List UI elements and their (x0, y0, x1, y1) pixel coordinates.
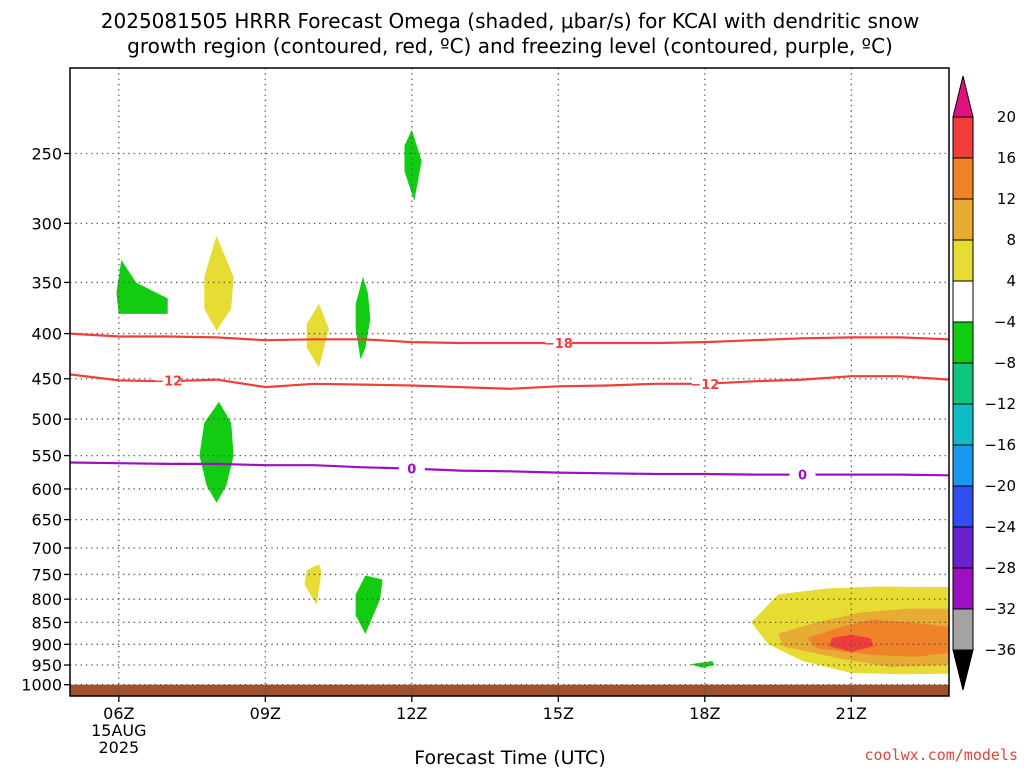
x-tick-label-21: 21Z (836, 704, 867, 723)
omega-region-1 (404, 129, 422, 201)
y-tick-label-950: 950 (31, 656, 62, 675)
colorbar-label-11: −28 (984, 559, 1016, 577)
colorbar-band-7 (952, 403, 974, 446)
colorbar-band-4 (952, 280, 974, 323)
omega-region-0 (116, 259, 168, 314)
colorbar-label-8: −16 (984, 436, 1016, 454)
x-axis-label: Forecast Time (UTC) (414, 747, 605, 768)
y-tick-label-900: 900 (31, 635, 62, 654)
colorbar-label-6: −8 (994, 354, 1016, 372)
x-tick-label-6: 06Z (103, 704, 134, 723)
contour-label-2-0: 0 (407, 463, 416, 478)
omega-shaded-regions (116, 129, 949, 675)
omega-region-7 (306, 303, 329, 368)
x-tick-label-15: 15Z (543, 704, 574, 723)
contour-line-1 (69, 373, 950, 390)
colorbar-label-12: −32 (984, 600, 1016, 618)
contour-line-0 (69, 332, 950, 345)
colorbar-band-11 (952, 567, 974, 610)
omega-region-8 (304, 564, 322, 605)
y-tick-label-250: 250 (31, 144, 62, 163)
y-tick-label-300: 300 (31, 214, 62, 233)
y-tick-label-850: 850 (31, 613, 62, 632)
x-tick-label-12: 12Z (396, 704, 427, 723)
contour-label-2-1: 0 (798, 469, 807, 484)
colorbar-bottom-arrow (952, 649, 974, 691)
contour-label-bg (398, 460, 425, 477)
y-tick-label-350: 350 (31, 273, 62, 292)
colorbar-label-4: 4 (1006, 272, 1016, 290)
colorbar-band-10 (952, 526, 974, 569)
colorbar-band-5 (952, 321, 974, 364)
colorbar-band-3 (952, 239, 974, 282)
colorbar-label-0: 20 (997, 108, 1016, 126)
credit-text: coolwx.com/models (864, 746, 1018, 764)
colorbar-band-0 (952, 116, 974, 159)
x-tick-sublabel: 2025 (98, 738, 139, 757)
contour-label-bg (154, 372, 181, 389)
colorbar-label-13: −36 (984, 641, 1016, 659)
omega-region-4 (355, 575, 383, 634)
x-tick-label-9: 09Z (250, 704, 281, 723)
colorbar-label-1: 16 (997, 149, 1016, 167)
omega-region-3 (199, 401, 234, 503)
colorbar-label-10: −24 (984, 518, 1016, 536)
x-tick-sublabel: 15AUG (91, 721, 146, 740)
omega-region-6 (204, 235, 234, 331)
y-tick-label-750: 750 (31, 565, 62, 584)
omega-region-5 (690, 661, 715, 668)
contour-line-2 (69, 461, 950, 477)
y-tick-label-400: 400 (31, 325, 62, 344)
plot-frame (69, 67, 950, 697)
colorbar-band-2 (952, 198, 974, 241)
temperature-contours: −18 −12 −12 0 0 (69, 332, 950, 484)
y-tick-label-800: 800 (31, 590, 62, 609)
colorbar-band-1 (952, 157, 974, 200)
colorbar-label-9: −20 (984, 477, 1016, 495)
omega-region-12 (829, 634, 874, 652)
y-tick-label-500: 500 (31, 410, 62, 429)
chart-title-line-1: 2025081505 HRRR Forecast Omega (shaded, … (101, 9, 919, 33)
contour-label-1-1: −12 (690, 378, 719, 393)
y-tick-label-1000: 1000 (21, 676, 62, 695)
ground-bar (70, 684, 949, 696)
contour-label-bg (691, 375, 718, 392)
y-tick-label-650: 650 (31, 511, 62, 530)
contour-label-bg (545, 335, 572, 352)
colorbar-band-8 (952, 444, 974, 487)
y-tick-label-550: 550 (31, 447, 62, 466)
contour-label-0-0: −18 (544, 337, 573, 352)
y-tick-label-450: 450 (31, 370, 62, 389)
x-tick-label-18: 18Z (689, 704, 720, 723)
ground-surface (70, 684, 949, 696)
omega-region-2 (355, 276, 371, 360)
y-tick-label-600: 600 (31, 480, 62, 499)
chart-title-line-2: growth region (contoured, red, ºC) and f… (127, 34, 893, 58)
colorbar-band-12 (952, 608, 974, 651)
colorbar-label-3: 8 (1006, 231, 1016, 249)
y-tick-label-700: 700 (31, 539, 62, 558)
colorbar-band-9 (952, 485, 974, 528)
contour-label-bg (789, 466, 816, 483)
colorbar: 20 16 12 8 4 −4 −8 −12 −16 −20 −24 −28 −32 −36 (952, 75, 1016, 691)
colorbar-top-arrow (952, 75, 974, 118)
contour-label-1-0: −12 (153, 374, 182, 389)
colorbar-band-6 (952, 362, 974, 405)
colorbar-label-2: 12 (997, 190, 1016, 208)
colorbar-label-5: −4 (994, 313, 1016, 331)
colorbar-label-7: −12 (984, 395, 1016, 413)
pressure-axis: 250 300 350 400 450 500 550 600 650 700 750 800 850 9… (21, 144, 70, 695)
